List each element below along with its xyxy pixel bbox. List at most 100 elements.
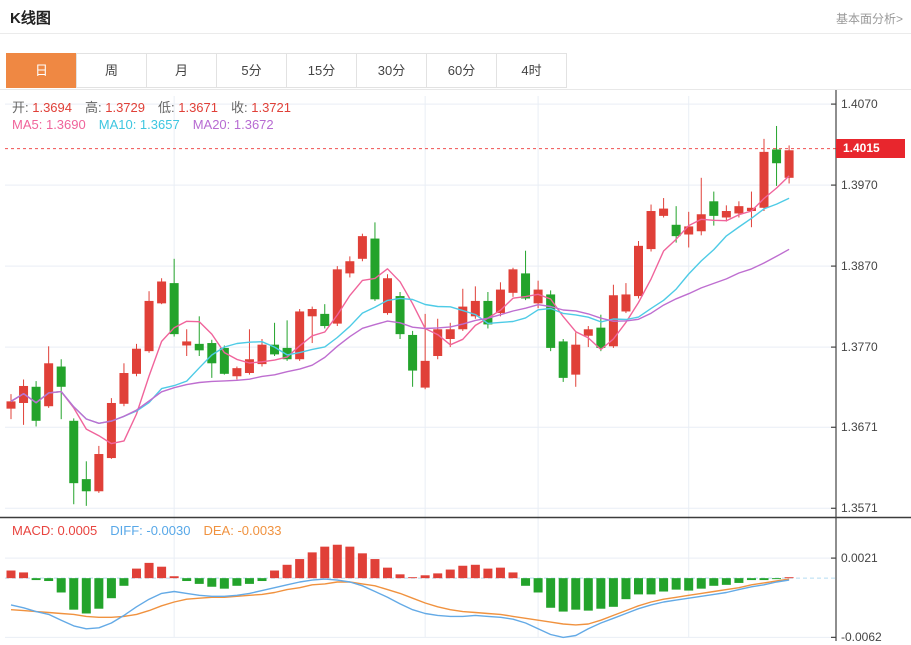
macd-hist-bar — [483, 568, 493, 579]
tab-4时[interactable]: 4时 — [496, 53, 567, 88]
candle-body — [671, 224, 681, 237]
candle-body — [495, 289, 505, 314]
macd-row-label: DEA: — [203, 523, 238, 538]
candle-body — [132, 348, 141, 374]
candle-body — [244, 359, 254, 374]
macd-hist-bar — [521, 578, 531, 586]
candle-body — [307, 309, 317, 317]
candle-body — [621, 294, 631, 312]
macd-hist-bar — [420, 575, 430, 579]
ma-info-bar: MA5: 1.3690 MA10: 1.3657 MA20: 1.3672 — [12, 117, 287, 132]
macd-axis-label: -0.0062 — [841, 630, 882, 645]
macd-row-value: 0.0005 — [57, 523, 98, 538]
kline-chart-canvas[interactable] — [0, 89, 911, 645]
tab-30分[interactable]: 30分 — [356, 53, 427, 88]
tab-5分[interactable]: 5分 — [216, 53, 287, 88]
macd-hist-bar — [759, 578, 769, 581]
macd-info-bar: MACD: 0.0005 DIFF: -0.0030 DEA: -0.0033 — [12, 523, 295, 538]
candle-body — [445, 329, 455, 339]
candle-body — [332, 269, 342, 324]
macd-hist-bar — [69, 578, 79, 610]
tab-周[interactable]: 周 — [76, 53, 147, 88]
candle-body — [320, 313, 330, 327]
period-tabs: 日周月 5分 15分 30分 60分 4时 — [6, 53, 567, 88]
macd-row-label: DIFF: — [110, 523, 147, 538]
candle-body — [44, 363, 54, 407]
ohlc-row-label: 收: — [231, 100, 252, 115]
tab-15分[interactable]: 15分 — [286, 53, 357, 88]
candle-body — [395, 296, 405, 335]
macd-hist-bar — [132, 568, 141, 579]
macd-hist-bar — [94, 578, 104, 609]
macd-hist-bar — [533, 578, 543, 593]
macd-hist-bar — [119, 578, 129, 586]
macd-hist-bar — [671, 578, 681, 590]
fundamental-analysis-link[interactable]: 基本面分析> — [835, 12, 903, 26]
ma-row-value: 1.3657 — [139, 117, 180, 132]
price-axis-label: 1.3970 — [841, 178, 878, 193]
macd-hist-bar — [169, 576, 179, 579]
candle-body — [207, 343, 217, 364]
candle-body — [470, 300, 480, 317]
macd-hist-bar — [370, 559, 380, 579]
macd-hist-bar — [295, 559, 305, 579]
candle-body — [257, 344, 267, 365]
price-axis-label: 1.3671 — [841, 420, 878, 435]
candle-body — [521, 273, 531, 299]
macd-hist-bar — [772, 578, 782, 580]
macd-hist-bar — [634, 578, 643, 595]
candle-body — [734, 206, 744, 214]
ma-row-value: 1.3690 — [45, 117, 86, 132]
macd-hist-bar — [270, 570, 280, 579]
period-tab-bar: 日周月 5分 15分 30分 60分 4时 — [0, 53, 911, 90]
macd-hist-bar — [721, 578, 731, 585]
ohlc-row-label: 高: — [85, 100, 106, 115]
macd-hist-bar — [31, 578, 41, 581]
candle-body — [56, 366, 66, 387]
macd-hist-bar — [784, 577, 794, 579]
candle-body — [709, 201, 719, 216]
macd-hist-bar — [571, 578, 581, 610]
macd-hist-bar — [182, 578, 192, 582]
macd-hist-bar — [445, 569, 455, 579]
candle-body — [370, 238, 380, 300]
candle-body — [31, 386, 41, 421]
page-title: K线图 — [10, 10, 51, 27]
macd-hist-bar — [596, 578, 606, 609]
macd-hist-bar — [232, 578, 242, 586]
macd-hist-bar — [320, 546, 330, 579]
candle-body — [558, 341, 568, 378]
ma-row-label: MA10: — [98, 117, 140, 132]
candle-body — [232, 368, 242, 377]
candle-body — [157, 281, 167, 304]
ohlc-row-value: 1.3694 — [32, 100, 72, 115]
candle-body — [596, 327, 606, 348]
candle-body — [94, 454, 104, 492]
candle-body — [483, 300, 493, 325]
macd-hist-bar — [746, 578, 756, 581]
candle-body — [408, 334, 418, 371]
candle-body — [282, 347, 292, 360]
candle-body — [345, 261, 355, 274]
candle-body — [270, 344, 280, 355]
price-axis-label: 1.3571 — [841, 501, 878, 516]
tab-60分[interactable]: 60分 — [426, 53, 497, 88]
macd-hist-bar — [734, 578, 744, 583]
candle-body — [106, 402, 116, 459]
macd-hist-bar — [257, 578, 267, 582]
candle-body — [420, 360, 430, 388]
candle-body — [219, 347, 229, 374]
tab-日[interactable]: 日 — [6, 53, 77, 88]
macd-hist-bar — [332, 544, 342, 579]
macd-hist-bar — [157, 566, 167, 579]
macd-hist-bar — [19, 572, 29, 579]
price-axis-label: 1.3770 — [841, 340, 878, 355]
candle-body — [144, 300, 154, 352]
candle-body — [81, 479, 91, 492]
macd-hist-bar — [608, 578, 618, 607]
candle-body — [583, 329, 593, 336]
ma20-line — [10, 248, 790, 424]
candle-body — [383, 278, 392, 314]
tab-月[interactable]: 月 — [146, 53, 217, 88]
